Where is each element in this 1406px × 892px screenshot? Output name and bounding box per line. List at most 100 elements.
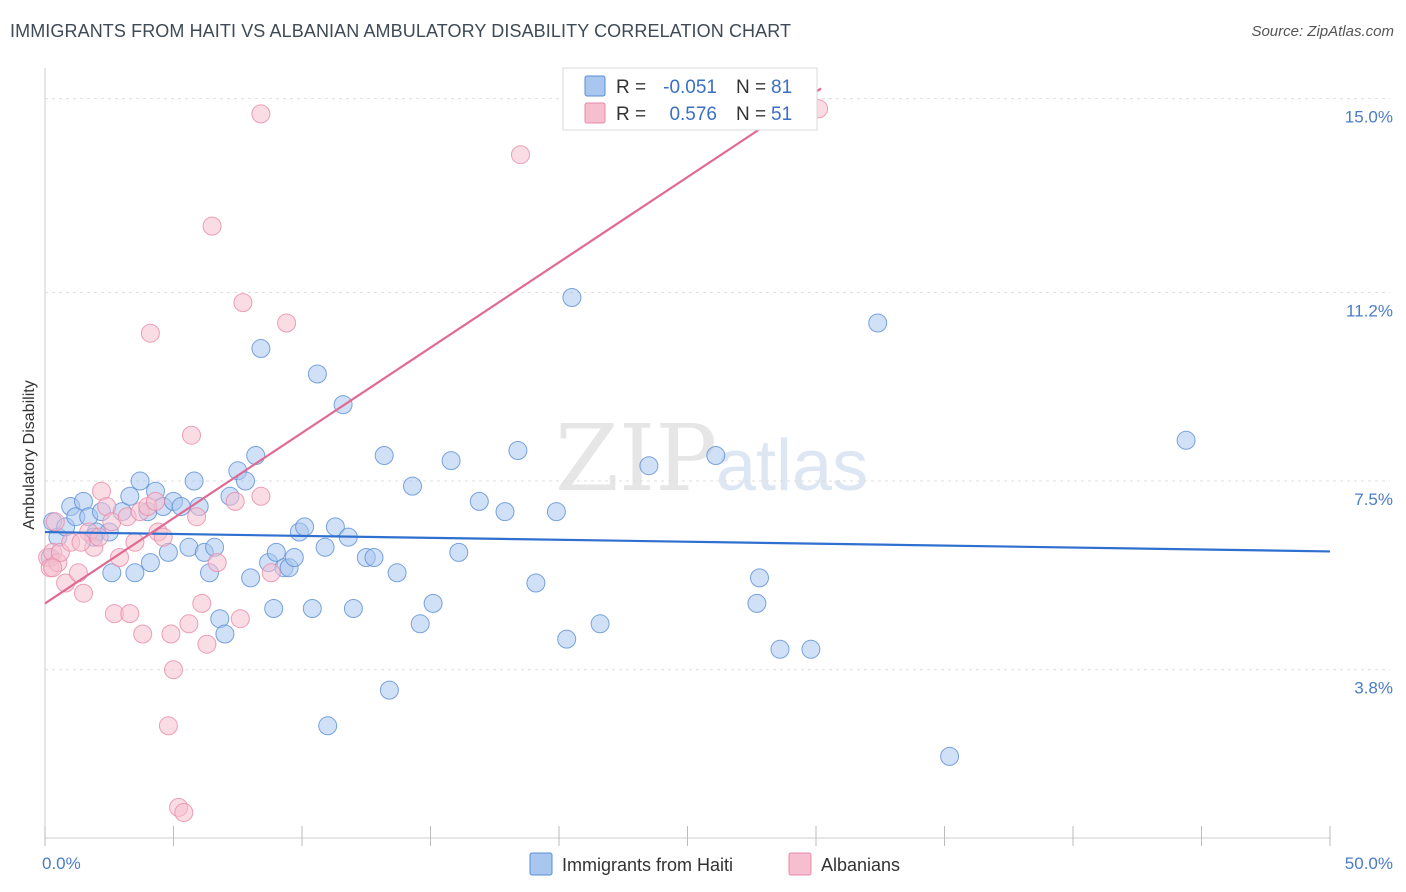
point-albanian-39	[207, 553, 227, 573]
point-haiti-66	[546, 502, 566, 522]
series-albanian-points	[38, 99, 829, 822]
point-haiti-62	[469, 491, 489, 511]
point-haiti-43	[295, 517, 315, 537]
legend-swatch-albanian	[584, 102, 606, 124]
point-haiti-71	[706, 446, 726, 465]
point-albanian-46	[251, 104, 271, 124]
point-haiti-75	[801, 639, 821, 659]
point-albanian-9	[74, 583, 93, 603]
y-tick-label-3: 15.0%	[1345, 108, 1393, 127]
bottom-legend-swatch-haiti	[529, 852, 553, 876]
trend-lines	[44, 87, 1331, 605]
point-albanian-24	[140, 323, 160, 343]
y-tick-label-0: 3.8%	[1354, 679, 1393, 698]
y-axis-label: Ambulatory Disability	[21, 380, 38, 529]
point-albanian-25	[146, 491, 165, 511]
point-haiti-45	[307, 364, 327, 384]
series-legend: Immigrants from Haiti Albanians	[529, 852, 900, 876]
point-albanian-8	[68, 563, 88, 583]
point-albanian-30	[164, 660, 183, 680]
axes	[44, 68, 1331, 846]
point-albanian-17	[110, 548, 129, 567]
point-haiti-46	[315, 537, 335, 557]
point-albanian-33	[179, 614, 199, 634]
point-haiti-33	[241, 568, 261, 588]
legend-r-value-haiti: -0.051	[663, 77, 717, 98]
tick-labels: 3.8% 7.5% 11.2% 15.0% 0.0% 50.0%	[42, 108, 1393, 873]
grid-lines	[45, 98, 1390, 671]
y-tick-label-1: 7.5%	[1354, 490, 1393, 509]
point-haiti-37	[264, 599, 284, 618]
point-haiti-38	[266, 542, 286, 562]
point-haiti-14	[130, 471, 150, 491]
legend-r-value-albanian: 0.576	[669, 104, 717, 125]
point-haiti-32	[236, 471, 255, 491]
trend-line-albanian	[44, 87, 822, 605]
point-haiti-35	[251, 339, 271, 358]
point-haiti-63	[495, 502, 515, 522]
watermark-zip: ZIP	[555, 405, 717, 512]
point-albanian-50	[71, 532, 91, 552]
series-haiti-points	[40, 288, 1196, 766]
legend-r-label-haiti: R =	[616, 77, 646, 98]
point-haiti-23	[184, 471, 204, 491]
point-haiti-51	[343, 599, 363, 618]
point-haiti-13	[125, 563, 145, 583]
point-albanian-36	[192, 593, 212, 613]
chart-title: IMMIGRANTS FROM HAITI VS ALBANIAN AMBULA…	[10, 21, 792, 41]
point-haiti-56	[387, 563, 407, 583]
point-haiti-69	[590, 614, 610, 634]
bottom-legend-label-albanian: Albanians	[821, 855, 900, 875]
point-haiti-47	[318, 716, 338, 736]
point-haiti-72	[747, 593, 767, 613]
x-tick-label-1: 50.0%	[1345, 854, 1393, 873]
point-haiti-34	[246, 446, 266, 465]
legend-n-value-albanian: 51	[771, 104, 792, 125]
point-albanian-27	[153, 527, 173, 547]
legend-swatch-haiti	[584, 75, 606, 97]
point-albanian-3	[45, 512, 65, 532]
point-haiti-12	[120, 486, 140, 506]
point-haiti-54	[374, 446, 394, 465]
point-albanian-45	[277, 313, 297, 333]
point-albanian-37	[197, 634, 217, 654]
point-haiti-41	[284, 548, 304, 567]
bottom-legend-label-haiti: Immigrants from Haiti	[562, 855, 733, 875]
point-haiti-55	[379, 680, 399, 700]
point-albanian-42	[233, 293, 253, 313]
point-haiti-59	[423, 593, 443, 613]
bottom-legend-swatch-albanian	[788, 852, 812, 876]
point-haiti-29	[215, 624, 235, 644]
point-haiti-77	[940, 746, 960, 766]
legend-n-label-haiti: N =	[736, 77, 766, 98]
x-tick-label-0: 0.0%	[42, 854, 81, 873]
point-haiti-10	[102, 563, 122, 583]
point-albanian-43	[251, 486, 271, 506]
point-albanian-19	[120, 604, 140, 624]
point-albanian-12	[89, 527, 109, 547]
point-albanian-38	[202, 216, 222, 236]
watermark-atlas: atlas	[716, 426, 868, 506]
point-haiti-76	[868, 313, 888, 333]
point-haiti-65	[526, 573, 546, 593]
point-haiti-67	[557, 629, 577, 649]
correlation-legend: R = -0.051 N = 81 R = 0.576 N = 51	[562, 67, 818, 131]
point-haiti-74	[770, 639, 790, 659]
point-haiti-57	[403, 476, 422, 496]
point-albanian-35	[187, 507, 207, 527]
point-albanian-47	[511, 145, 530, 165]
point-albanian-22	[133, 624, 153, 644]
point-albanian-34	[182, 425, 201, 445]
source-credit: Source: ZipAtlas.com	[1251, 23, 1394, 40]
point-haiti-16	[140, 553, 160, 573]
point-albanian-28	[158, 716, 178, 736]
point-haiti-58	[410, 614, 430, 634]
point-albanian-41	[230, 609, 250, 629]
point-albanian-40	[225, 491, 245, 511]
point-haiti-68	[562, 288, 582, 307]
point-haiti-70	[639, 456, 659, 476]
point-albanian-44	[261, 563, 281, 583]
point-albanian-29	[161, 624, 181, 644]
point-haiti-73	[750, 568, 769, 588]
